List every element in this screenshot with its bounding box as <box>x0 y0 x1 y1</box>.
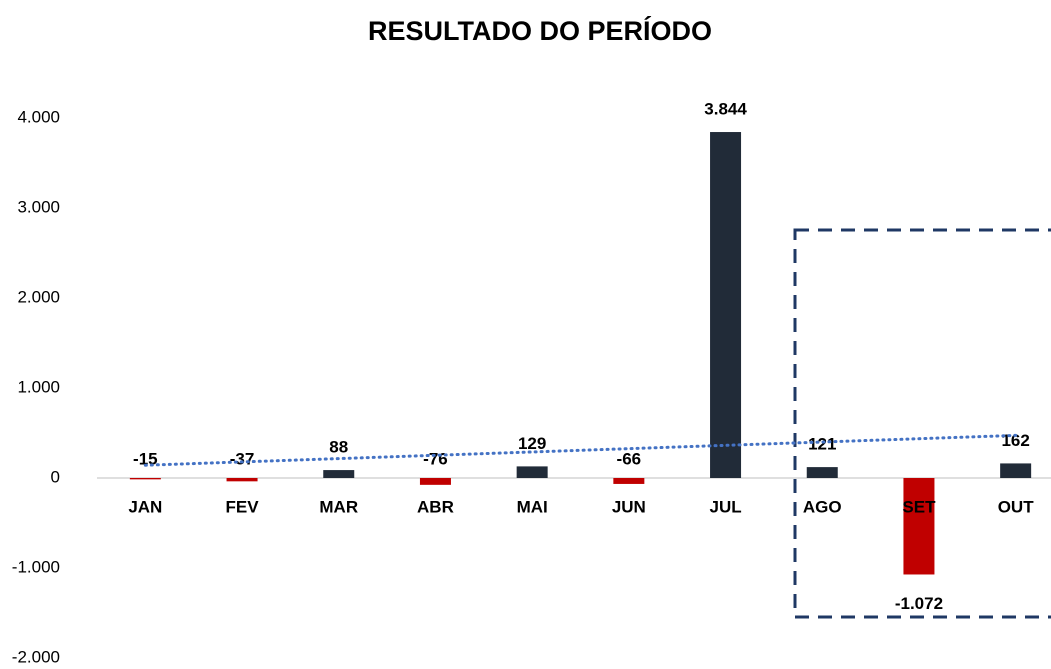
data-label: 3.844 <box>704 100 747 119</box>
highlight-box <box>793 228 1051 619</box>
y-tick-label: -1.000 <box>12 557 60 576</box>
y-tick-label: 3.000 <box>17 197 60 216</box>
bar <box>1000 463 1032 478</box>
x-tick-label: JAN <box>128 497 162 516</box>
data-label: 121 <box>808 435 836 454</box>
y-tick-label: 4.000 <box>17 107 60 126</box>
x-tick-label: AGO <box>803 497 842 516</box>
data-label: -37 <box>230 449 255 468</box>
bar <box>323 470 355 478</box>
bar <box>710 132 742 479</box>
x-tick-label: MAR <box>319 497 358 516</box>
bar <box>129 478 161 480</box>
x-tick-label: JUN <box>612 497 646 516</box>
x-tick-label: JUL <box>709 497 741 516</box>
chart-title: RESULTADO DO PERÍODO <box>368 15 712 46</box>
data-label: 129 <box>518 434 546 453</box>
data-label: -1.072 <box>895 594 943 613</box>
bar <box>419 478 451 485</box>
x-tick-label: MAI <box>517 497 548 516</box>
x-tick-label: OUT <box>998 497 1035 516</box>
y-tick-label: 1.000 <box>17 377 60 396</box>
y-tick-label: 2.000 <box>17 287 60 306</box>
data-label: -76 <box>423 449 448 468</box>
data-label: -66 <box>617 449 642 468</box>
bar <box>613 478 645 484</box>
bar <box>806 467 838 478</box>
x-tick-label: SET <box>902 497 936 516</box>
data-label: 88 <box>329 438 348 457</box>
bar <box>226 478 258 482</box>
x-tick-label: FEV <box>226 497 260 516</box>
y-tick-label: 0 <box>51 467 60 486</box>
y-tick-label: -2.000 <box>12 647 60 666</box>
bar <box>516 466 548 478</box>
bar <box>903 478 935 575</box>
x-tick-label: ABR <box>417 497 454 516</box>
data-label: 162 <box>1001 431 1029 450</box>
trendline <box>143 433 1018 467</box>
